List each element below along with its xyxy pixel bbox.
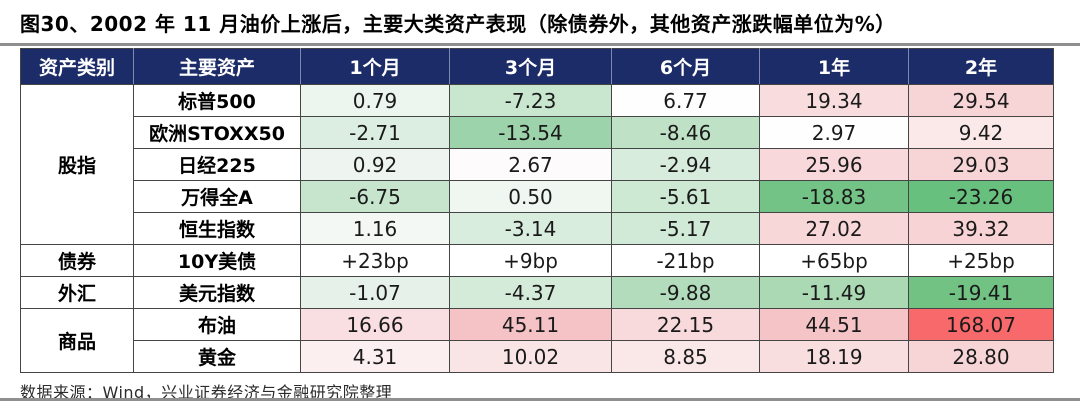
table-row: 万得全A -6.75 0.50 -5.61 -18.83 -23.26 [21, 180, 1054, 213]
value-cell: 25.96 [759, 148, 909, 181]
table-row: 外汇 美元指数 -1.07 -4.37 -9.88 -11.49 -19.41 [20, 276, 1054, 309]
table-row: 恒生指数 1.16 -3.14 -5.17 27.02 39.32 [21, 212, 1054, 245]
value-cell: 1.16 [300, 212, 450, 245]
value-cell: 2.67 [449, 148, 612, 181]
value-cell: 28.80 [908, 340, 1054, 373]
value-cell: 168.07 [908, 308, 1054, 341]
asset-cell: 恒生指数 [133, 212, 301, 245]
asset-cell: 黄金 [133, 340, 301, 373]
table-row: 商品 布油 16.66 45.11 22.15 44.51 168.07 [20, 308, 1054, 373]
value-cell: 44.51 [759, 308, 909, 341]
value-cell: 16.66 [300, 308, 450, 341]
value-cell: 4.31 [300, 340, 450, 373]
value-cell: 39.32 [908, 212, 1054, 245]
value-cell: 6.77 [611, 84, 760, 117]
value-cell: 19.34 [759, 84, 909, 117]
column-header-2: 1个月 [300, 48, 450, 85]
category-cell: 债券 [20, 244, 134, 277]
value-cell: 29.54 [908, 84, 1054, 117]
value-cell: 0.79 [300, 84, 450, 117]
asset-cell: 万得全A [133, 180, 301, 213]
value-cell: 8.85 [611, 340, 760, 373]
value-cell: 18.19 [759, 340, 909, 373]
value-cell: -3.14 [449, 212, 612, 245]
data-source: 数据来源：Wind，兴业证券经济与金融研究院整理 [20, 383, 393, 402]
title-divider [0, 43, 1080, 46]
value-cell: 10.02 [449, 340, 612, 373]
asset-cell: 布油 [133, 308, 301, 341]
column-header-0: 资产类别 [20, 48, 134, 85]
value-cell: +9bp [449, 244, 612, 277]
value-cell: 45.11 [449, 308, 612, 341]
value-cell: -2.71 [300, 116, 450, 149]
category-cell: 商品 [20, 308, 134, 373]
column-header-4: 6个月 [611, 48, 760, 85]
value-cell: 0.92 [300, 148, 450, 181]
value-cell: -5.61 [611, 180, 760, 213]
table-row: 债券 10Y美债 +23bp +9bp -21bp +65bp +25bp [20, 244, 1054, 277]
value-cell: +65bp [759, 244, 909, 277]
value-cell: -4.37 [449, 276, 612, 309]
value-cell: +25bp [908, 244, 1054, 277]
value-cell: -8.46 [611, 116, 760, 149]
table-row: 欧洲STOXX50 -2.71 -13.54 -8.46 2.97 9.42 [21, 116, 1054, 149]
value-cell: -7.23 [449, 84, 612, 117]
value-cell: 22.15 [611, 308, 760, 341]
value-cell: -13.54 [449, 116, 612, 149]
value-cell: 29.03 [908, 148, 1054, 181]
value-cell: -19.41 [908, 276, 1054, 309]
value-cell: 9.42 [908, 116, 1054, 149]
asset-cell: 标普500 [133, 84, 301, 117]
value-cell: -2.94 [611, 148, 760, 181]
category-cell: 股指 [20, 84, 134, 245]
table-header-row: 资产类别 主要资产 1个月 3个月 6个月 1年 2年 [20, 48, 1054, 85]
value-cell: -23.26 [908, 180, 1054, 213]
table-row: 黄金 4.31 10.02 8.85 18.19 28.80 [21, 340, 1054, 373]
column-header-6: 2年 [908, 48, 1054, 85]
value-cell: -21bp [611, 244, 760, 277]
value-cell: -18.83 [759, 180, 909, 213]
column-header-1: 主要资产 [133, 48, 301, 85]
column-header-3: 3个月 [449, 48, 612, 85]
value-cell: -5.17 [611, 212, 760, 245]
category-cell: 外汇 [20, 276, 134, 309]
value-cell: 0.50 [449, 180, 612, 213]
figure-title: 图30、2002 年 11 月油价上涨后，主要大类资产表现（除债券外，其他资产涨… [20, 12, 896, 36]
column-header-5: 1年 [759, 48, 909, 85]
value-cell: +23bp [300, 244, 450, 277]
table-row: 股指 标普500 0.79 -7.23 6.77 19.34 29.54 [20, 84, 1054, 245]
table-row: 日经225 0.92 2.67 -2.94 25.96 29.03 [21, 148, 1054, 181]
value-cell: -9.88 [611, 276, 760, 309]
asset-performance-table: 资产类别 主要资产 1个月 3个月 6个月 1年 2年 股指 标普500 0.79 -7.23 6.… [20, 48, 1054, 373]
value-cell: -1.07 [300, 276, 450, 309]
asset-cell: 欧洲STOXX50 [133, 116, 301, 149]
value-cell: -6.75 [300, 180, 450, 213]
asset-cell: 美元指数 [133, 276, 301, 309]
value-cell: 27.02 [759, 212, 909, 245]
bottom-divider [0, 398, 1080, 401]
asset-cell: 10Y美债 [133, 244, 301, 277]
value-cell: -11.49 [759, 276, 909, 309]
value-cell: 2.97 [759, 116, 909, 149]
asset-cell: 日经225 [133, 148, 301, 181]
